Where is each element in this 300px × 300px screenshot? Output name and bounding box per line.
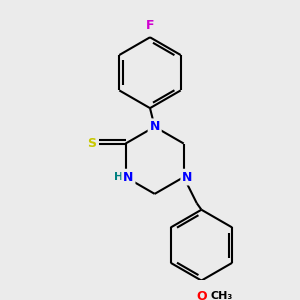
- Text: S: S: [88, 137, 97, 150]
- Text: N: N: [149, 120, 160, 133]
- Text: CH₃: CH₃: [211, 291, 233, 300]
- Text: N: N: [182, 171, 193, 184]
- Text: O: O: [196, 290, 207, 300]
- Text: F: F: [146, 19, 154, 32]
- Text: H: H: [113, 172, 123, 182]
- Text: N: N: [123, 171, 134, 184]
